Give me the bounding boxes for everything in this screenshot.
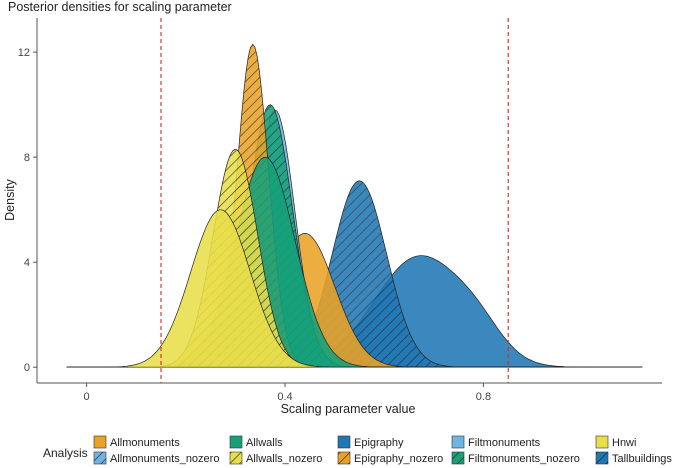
- x-axis-label: Scaling parameter value: [281, 402, 416, 416]
- legend-swatch-epigraphy: [337, 435, 351, 449]
- y-axis-label: Density: [3, 178, 17, 220]
- legend-swatch-hnwi: [595, 435, 609, 449]
- density-hnwi: [66, 209, 643, 368]
- legend-label-allmonuments: Allmonuments: [110, 437, 180, 449]
- density-curves: [66, 43, 643, 368]
- y-tick-0: 0: [24, 362, 30, 374]
- legend-label-epigraphy: Epigraphy: [354, 437, 404, 449]
- x-axis-ticks: 0 0.4 0.8: [84, 383, 491, 403]
- legend-label-hnwi: Hnwi: [612, 437, 636, 449]
- reference-lines: [160, 18, 509, 383]
- x-tick-0-4: 0.4: [277, 391, 292, 403]
- legend-label-allmonuments-nozero: Allmonuments_nozero: [110, 453, 219, 465]
- legend-item-filtmonuments: Filtmonuments: [451, 435, 541, 449]
- legend-swatch-filtmonuments-nozero: [451, 451, 465, 465]
- y-tick-8: 8: [24, 152, 30, 164]
- legend-title: Analysis: [43, 446, 88, 460]
- x-tick-0-8: 0.8: [476, 391, 491, 403]
- legend-item-allmonuments: Allmonuments: [93, 435, 180, 449]
- legend-swatch-tallbuildings: [595, 451, 609, 465]
- legend-item-hnwi: Hnwi: [595, 435, 636, 449]
- legend: Allmonuments Allwalls Epigraphy Filtmonumen…: [93, 435, 672, 465]
- legend-label-filtmonuments: Filtmonuments: [468, 437, 541, 449]
- legend-swatch-allwalls: [229, 435, 243, 449]
- legend-item-filtmonuments-nozero: Filtmonuments_nozero: [451, 451, 580, 465]
- y-axis-ticks: 0 4 8 12: [18, 47, 37, 374]
- legend-item-allmonuments-nozero: Allmonuments_nozero: [93, 451, 219, 465]
- legend-swatch-epigraphy-nozero: [337, 451, 351, 465]
- legend-item-epigraphy: Epigraphy: [337, 435, 404, 449]
- chart-title: Posterior densities for scaling paramete…: [8, 0, 232, 14]
- legend-label-filtmonuments-nozero: Filtmonuments_nozero: [468, 453, 580, 465]
- legend-swatch-filtmonuments: [451, 435, 465, 449]
- legend-item-tallbuildings: Tallbuildings: [595, 451, 672, 465]
- legend-item-allwalls: Allwalls: [229, 435, 283, 449]
- y-tick-12: 12: [18, 47, 30, 59]
- legend-item-epigraphy-nozero: Epigraphy_nozero: [337, 451, 443, 465]
- plot-area: [66, 18, 643, 383]
- legend-item-allwalls-nozero: Allwalls_nozero: [229, 451, 322, 465]
- legend-swatch-allmonuments: [93, 435, 107, 449]
- x-tick-0: 0: [84, 391, 90, 403]
- legend-label-epigraphy-nozero: Epigraphy_nozero: [354, 453, 443, 465]
- legend-swatch-allwalls-nozero: [229, 451, 243, 465]
- y-tick-4: 4: [24, 257, 30, 269]
- legend-swatch-allmonuments-nozero: [93, 451, 107, 465]
- legend-label-allwalls-nozero: Allwalls_nozero: [246, 453, 322, 465]
- legend-label-allwalls: Allwalls: [246, 437, 283, 449]
- legend-label-tallbuildings: Tallbuildings: [612, 453, 672, 465]
